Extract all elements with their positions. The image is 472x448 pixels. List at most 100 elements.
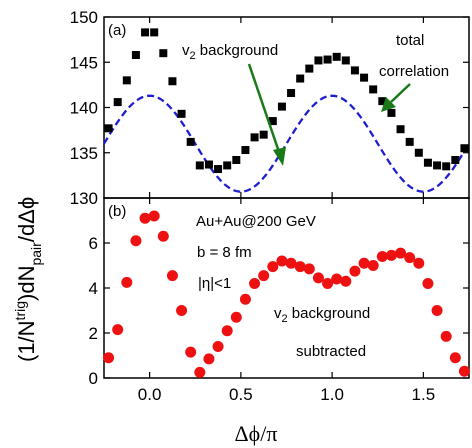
data-point	[303, 263, 315, 275]
v2-background-curve	[103, 94, 470, 193]
data-point	[212, 341, 224, 352]
data-point	[221, 325, 233, 337]
impact-parameter-label: b = 8 fm	[197, 244, 252, 261]
data-point	[312, 272, 324, 284]
y-tick-label: 130	[70, 189, 98, 208]
data-point	[194, 366, 206, 378]
data-point	[449, 352, 461, 364]
y-tick-label: 6	[89, 234, 98, 253]
data-point	[141, 28, 150, 37]
data-point	[267, 261, 279, 273]
data-point	[396, 125, 405, 134]
subtracted-label: subtracted	[296, 343, 366, 360]
data-point	[358, 257, 370, 269]
v2-background-annotation: v2 background	[182, 42, 278, 62]
panel-b-label: (b)	[108, 203, 126, 220]
data-point	[331, 273, 343, 285]
data-point	[139, 212, 151, 224]
data-point	[350, 66, 359, 75]
data-point	[340, 275, 352, 287]
data-point	[121, 276, 133, 288]
data-point	[294, 261, 306, 273]
data-point	[369, 85, 378, 94]
data-point	[413, 257, 425, 269]
data-point	[203, 353, 215, 365]
data-point	[277, 102, 286, 111]
data-point	[276, 255, 288, 267]
total-arrow	[381, 83, 411, 112]
subtracted-points	[103, 210, 470, 378]
data-point	[287, 89, 296, 98]
data-point	[177, 109, 186, 118]
x-tick-label: 1.0	[320, 385, 344, 404]
data-point	[159, 49, 168, 58]
correlation-label: correlation	[379, 63, 449, 80]
data-point	[323, 55, 332, 64]
data-point	[367, 260, 379, 271]
v2-arrow	[247, 63, 286, 166]
data-point	[451, 155, 460, 164]
data-point	[268, 117, 277, 126]
data-point	[249, 278, 261, 289]
data-point	[385, 249, 397, 261]
y-tick-label: 140	[70, 99, 98, 118]
data-point	[423, 158, 432, 167]
data-point	[185, 346, 197, 358]
data-point	[422, 278, 434, 289]
data-point	[131, 51, 140, 60]
data-point	[440, 330, 452, 342]
x-tick-label: 0.0	[138, 385, 162, 404]
data-point	[168, 77, 177, 86]
data-point	[404, 252, 416, 264]
data-point	[239, 293, 251, 305]
data-point	[130, 235, 142, 247]
data-point	[285, 257, 297, 269]
data-point	[259, 130, 268, 139]
data-point	[250, 133, 259, 142]
data-point	[360, 73, 369, 82]
data-point	[387, 108, 396, 117]
data-point	[230, 311, 242, 323]
x-axis-label: Δϕ/π	[235, 421, 278, 446]
data-point	[378, 97, 387, 106]
data-point	[395, 247, 407, 259]
panel-a-label: (a)	[108, 22, 126, 39]
data-point	[157, 230, 169, 242]
y-tick-label: 150	[70, 8, 98, 27]
y-tick-label: 145	[70, 53, 98, 72]
data-point	[204, 160, 213, 169]
data-point	[458, 365, 470, 377]
data-point	[332, 52, 341, 61]
data-point	[349, 265, 361, 277]
data-point	[104, 124, 113, 133]
data-point	[223, 161, 232, 170]
data-point	[314, 56, 323, 65]
data-point	[414, 148, 423, 157]
data-point	[176, 305, 188, 316]
data-point	[195, 161, 204, 170]
data-point	[166, 270, 178, 282]
data-point	[322, 278, 334, 289]
y-tick-label: 4	[89, 279, 98, 298]
data-point	[305, 64, 314, 73]
x-tick-label: 0.5	[229, 385, 253, 404]
data-point	[150, 28, 159, 37]
eta-cut-label: |η|<1	[198, 275, 231, 292]
data-point	[241, 146, 250, 155]
y-tick-label: 135	[70, 144, 98, 163]
data-point	[341, 56, 350, 65]
data-point	[405, 137, 414, 146]
panel-b-ticks: 0 2 4 6	[89, 234, 469, 388]
data-point	[113, 98, 122, 107]
data-point	[214, 165, 223, 174]
panel-a-ticks: 130 135 140 145 150	[70, 8, 469, 208]
x-tick-label: 1.5	[412, 385, 436, 404]
data-point	[148, 210, 160, 222]
x-ticks: 0.0 0.5 1.0 1.5	[138, 17, 435, 404]
data-point	[112, 324, 124, 336]
y-axis-label: (1/Ntrig)dNpair/dΔϕ	[12, 197, 44, 362]
y-tick-label: 2	[89, 324, 98, 343]
y-tick-label: 0	[89, 369, 98, 388]
v2-background-subtracted-label: v2 background	[274, 305, 370, 325]
